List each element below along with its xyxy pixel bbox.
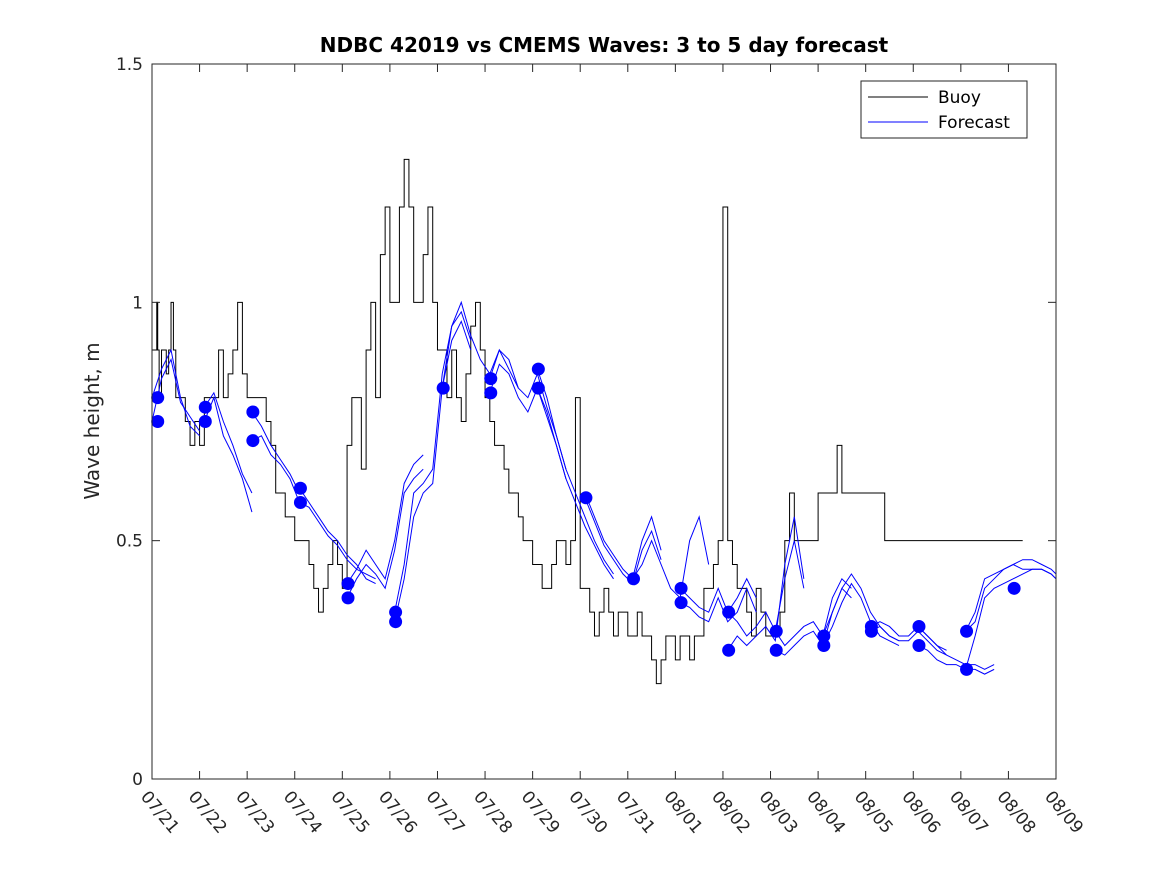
forecast-marker — [341, 591, 355, 605]
forecast-series-line — [299, 487, 376, 585]
forecast-series-line — [536, 368, 614, 575]
forecast-marker — [293, 496, 307, 510]
forecast-series-line — [346, 454, 424, 584]
forecast-marker — [389, 605, 403, 619]
legend: Buoy Forecast — [860, 80, 1028, 139]
forecast-series-line — [584, 492, 662, 580]
forecast-marker — [151, 391, 165, 405]
forecast-marker — [341, 577, 355, 591]
y-axis-label: Wave height, m — [80, 342, 104, 499]
forecast-series-line — [151, 348, 200, 437]
forecast-marker — [531, 362, 545, 376]
forecast-series-line — [151, 358, 200, 432]
forecast-marker — [484, 372, 498, 386]
forecast-marker — [722, 643, 736, 657]
forecast-marker — [817, 639, 831, 653]
forecast-marker — [531, 381, 545, 395]
y-tick-label: 0 — [132, 770, 143, 790]
plot-content — [151, 158, 1057, 685]
plot-frame — [151, 63, 1057, 780]
forecast-series-line — [536, 387, 614, 580]
forecast-marker — [912, 639, 926, 653]
forecast-series-line — [632, 515, 710, 599]
forecast-marker — [484, 386, 498, 400]
forecast-series-line — [870, 625, 947, 656]
forecast-marker — [389, 615, 403, 629]
forecast-series-line — [489, 349, 567, 470]
forecast-marker — [674, 581, 688, 595]
forecast-series-line — [584, 497, 662, 585]
forecast-series-line — [727, 516, 805, 651]
forecast-marker — [864, 624, 878, 638]
forecast-series-line — [299, 502, 376, 580]
legend-label-buoy: Buoy — [938, 88, 981, 108]
forecast-marker — [198, 415, 212, 428]
forecast-marker — [912, 619, 926, 633]
forecast-marker — [436, 381, 450, 395]
forecast-series-line — [441, 300, 519, 389]
forecast-marker — [198, 400, 212, 414]
forecast-series-line — [917, 645, 995, 675]
forecast-marker — [246, 405, 260, 419]
forecast-marker — [1007, 581, 1021, 595]
forecast-series-line — [679, 586, 757, 623]
forecast-series-line — [727, 540, 805, 637]
forecast-marker — [579, 491, 593, 505]
y-tick-label: 0.5 — [116, 532, 143, 552]
forecast-series-line — [965, 568, 1057, 670]
forecast-series-line — [346, 468, 424, 599]
chart-title: NDBC 42019 vs CMEMS Waves: 3 to 5 day fo… — [320, 33, 889, 57]
forecast-marker — [151, 415, 165, 428]
forecast-marker — [817, 629, 831, 643]
forecast-series-line — [251, 435, 300, 503]
forecast-series-line — [394, 310, 472, 613]
forecast-series-line — [679, 577, 757, 614]
forecast-series-line — [394, 320, 472, 622]
forecast-series-line — [917, 626, 995, 670]
legend-box — [860, 80, 1028, 139]
plot-area — [152, 64, 1056, 779]
y-tick-label: 1 — [132, 293, 143, 313]
forecast-marker — [960, 662, 974, 676]
forecast-series-line — [822, 582, 900, 646]
buoy-series-line — [152, 158, 1023, 685]
forecast-series-line — [965, 559, 1057, 632]
forecast-series-line — [203, 396, 253, 513]
forecast-series-line — [203, 391, 253, 494]
y-axis: 0 0.5 1 1.5 — [116, 55, 1056, 790]
forecast-marker — [626, 572, 640, 586]
y-tick-label: 1.5 — [116, 55, 143, 75]
forecast-marker — [769, 643, 783, 657]
forecast-marker — [674, 596, 688, 610]
forecast-marker — [246, 434, 260, 448]
forecast-marker — [769, 624, 783, 638]
forecast-marker — [722, 605, 736, 619]
forecast-marker — [293, 481, 307, 495]
legend-label-forecast: Forecast — [938, 113, 1010, 133]
forecast-marker — [960, 624, 974, 638]
forecast-series-line — [251, 411, 300, 494]
forecast-series-line — [774, 577, 852, 647]
